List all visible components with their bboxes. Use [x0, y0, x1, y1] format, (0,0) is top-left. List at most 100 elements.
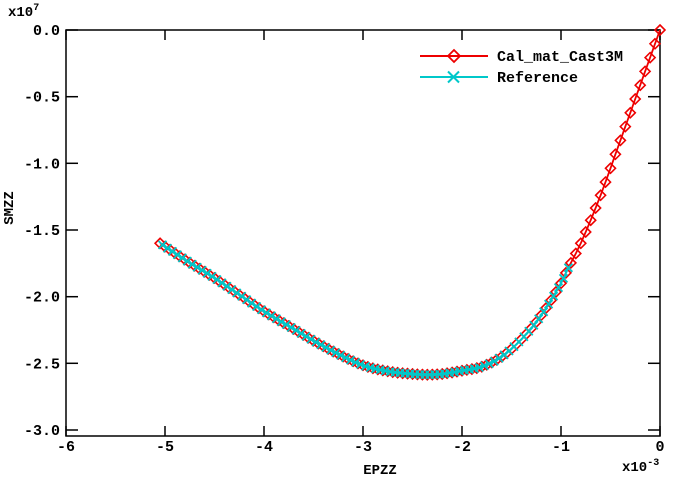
x-marker-icon [321, 342, 331, 353]
x-marker-icon [474, 362, 484, 373]
x-tick-label: -6 [57, 439, 75, 456]
diamond-marker-icon [638, 65, 652, 78]
y-axis-multiplier: x107 [8, 3, 39, 21]
x-marker-icon [167, 246, 178, 257]
x-tick-label: -4 [255, 439, 273, 456]
diamond-marker-icon [569, 247, 582, 260]
x-marker-icon [558, 273, 569, 284]
x-tick-label: -3 [354, 439, 372, 456]
x-marker-icon [316, 340, 326, 350]
x-marker-icon [266, 311, 277, 321]
legend-diamond-icon [446, 48, 462, 64]
x-marker-icon [553, 282, 564, 293]
y-axis-tick-labels: 0.0 -0.5 -1.0 -1.5 -2.0 -2.5 -3.0 [24, 23, 60, 440]
x-marker-icon [311, 337, 321, 347]
diamond-marker-icon [559, 266, 573, 280]
diamond-marker-icon [648, 37, 662, 50]
y-tick-label: -2.5 [24, 356, 60, 373]
x-marker-icon [217, 278, 227, 288]
y-axis-title: SMZZ [2, 191, 18, 225]
diamond-marker-icon [619, 120, 632, 133]
x-marker-icon [539, 307, 549, 317]
x-marker-icon [261, 308, 272, 318]
x-marker-icon [529, 320, 539, 330]
diamond-marker-icon [594, 189, 607, 202]
x-tick-label: 0 [655, 439, 664, 456]
x-marker-icon [202, 268, 212, 278]
diamond-marker-icon [604, 162, 617, 175]
x-marker-icon [286, 322, 296, 333]
x-marker-icon [494, 353, 504, 363]
x-marker-icon [197, 265, 207, 275]
x-marker-icon [271, 314, 282, 324]
x-marker-icon [543, 299, 554, 309]
plot-frame [65, 29, 661, 437]
y-axis-ticks [66, 29, 660, 431]
diamond-marker-icon [554, 277, 568, 290]
diamond-marker-icon [584, 214, 597, 227]
y-tick-label: 0.0 [33, 23, 60, 40]
x-marker-icon [489, 356, 499, 366]
x-marker-icon [336, 350, 346, 360]
legend: Cal_mat_Cast3M Reference [420, 48, 623, 87]
diamond-marker-icon [579, 225, 592, 239]
x-tick-label: -2 [453, 439, 471, 456]
diamond-marker-icon [599, 175, 612, 189]
x-axis-multiplier-base: x10 [622, 460, 647, 476]
legend-label-cal-mat-cast3m: Cal_mat_Cast3M [497, 49, 623, 66]
x-marker-icon [232, 288, 242, 298]
legend-entry-reference: Reference [420, 70, 578, 87]
x-marker-icon [479, 361, 489, 371]
y-tick-label: -3.0 [24, 423, 60, 440]
x-marker-icon [172, 250, 183, 260]
x-axis-ticks [65, 30, 661, 436]
x-marker-icon [355, 359, 366, 370]
diamond-marker-icon [544, 294, 558, 307]
series-reference [157, 240, 574, 380]
x-axis-multiplier: x10-3 [622, 458, 659, 476]
x-marker-icon [212, 274, 222, 285]
diamond-marker-icon [643, 51, 657, 64]
x-marker-icon [345, 355, 356, 365]
x-marker-icon [484, 359, 494, 369]
diamond-marker-icon [609, 148, 622, 161]
series-layer [153, 23, 667, 381]
x-marker-icon [326, 345, 336, 355]
diamond-marker-icon [634, 79, 647, 92]
x-axis-title: EPZZ [363, 463, 397, 478]
x-tick-label: -1 [552, 439, 570, 456]
series-line [159, 29, 661, 376]
diamond-marker-icon [574, 237, 587, 250]
y-tick-label: -1.0 [24, 156, 60, 173]
x-marker-icon [301, 331, 311, 342]
legend-label-reference: Reference [497, 70, 578, 87]
x-marker-icon [207, 271, 217, 282]
x-axis-tick-labels: -6 -5 -4 -3 -2 -1 0 [57, 439, 665, 456]
x-marker-icon [177, 253, 187, 263]
series-line [162, 244, 570, 376]
x-marker-icon [276, 317, 286, 327]
x-marker-icon [242, 295, 252, 305]
x-marker-icon [291, 325, 301, 336]
x-marker-icon [192, 262, 202, 272]
y-axis-multiplier-base: x10 [8, 5, 33, 21]
x-marker-icon [306, 334, 316, 344]
x-axis-multiplier-exponent: -3 [647, 458, 659, 469]
y-tick-label: -1.5 [24, 223, 60, 240]
x-marker-icon [563, 263, 574, 273]
x-marker-icon [548, 291, 559, 301]
diamond-marker-icon [629, 92, 642, 106]
x-marker-icon [222, 281, 232, 291]
x-tick-label: -5 [156, 439, 174, 456]
x-marker-icon [534, 314, 544, 324]
diamond-marker-icon [653, 23, 667, 37]
y-tick-label: -2.0 [24, 290, 60, 307]
x-marker-icon [251, 301, 262, 312]
x-marker-icon [187, 259, 197, 269]
series-cal-mat-cast3m [153, 23, 667, 381]
x-marker-icon [350, 357, 361, 368]
legend-entry-cal-mat-cast3m: Cal_mat_Cast3M [420, 48, 623, 66]
x-marker-icon [281, 319, 291, 330]
